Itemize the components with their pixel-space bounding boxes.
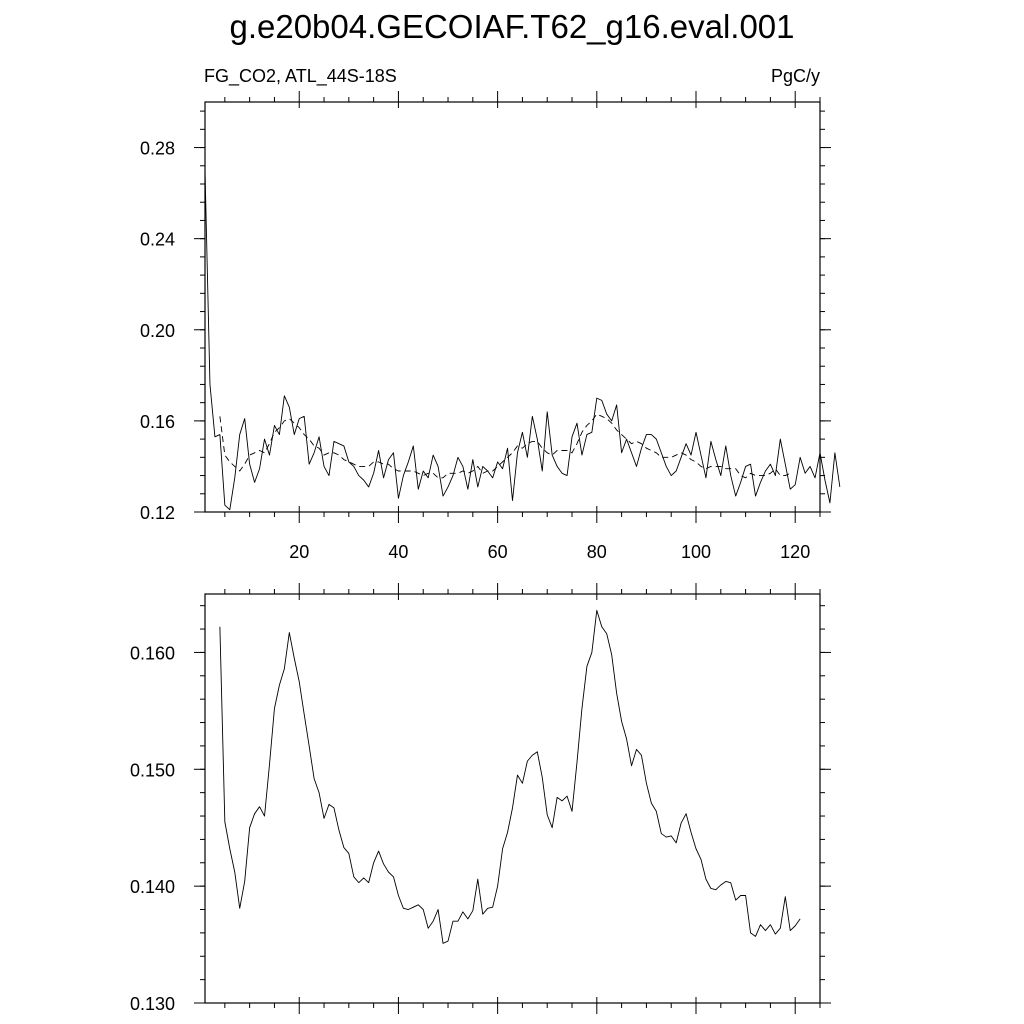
y-tick-label: 0.12 — [140, 503, 175, 523]
y-tick-label: 0.20 — [140, 321, 175, 341]
x-tick-label: 60 — [488, 542, 508, 562]
y-tick-label: 0.24 — [140, 230, 175, 250]
series-line-solid-2 — [219, 609, 801, 944]
y-tick-label: 0.160 — [130, 643, 175, 663]
x-tick-label: 100 — [681, 542, 711, 562]
series-line-dashed-1 — [219, 413, 791, 479]
x-tick-label: 20 — [289, 542, 309, 562]
y-tick-label: 0.130 — [130, 994, 175, 1014]
variable-label: FG_CO2, ATL_44S-18S — [204, 66, 397, 86]
plot-frame-1 — [204, 101, 821, 513]
y-tick-label: 0.140 — [130, 877, 175, 897]
y-tick-label: 0.16 — [140, 412, 175, 432]
series-line-solid-1 — [204, 170, 841, 511]
plot-frame-2 — [204, 593, 821, 1004]
chart-title: g.e20b04.GECOIAF.T62_g16.eval.001 — [229, 8, 795, 45]
y-tick-label: 0.28 — [140, 139, 175, 159]
x-tick-label: 40 — [388, 542, 408, 562]
x-tick-label: 120 — [780, 542, 810, 562]
units-label: PgC/y — [770, 66, 820, 86]
y-tick-label: 0.150 — [130, 760, 175, 780]
x-tick-label: 80 — [587, 542, 607, 562]
